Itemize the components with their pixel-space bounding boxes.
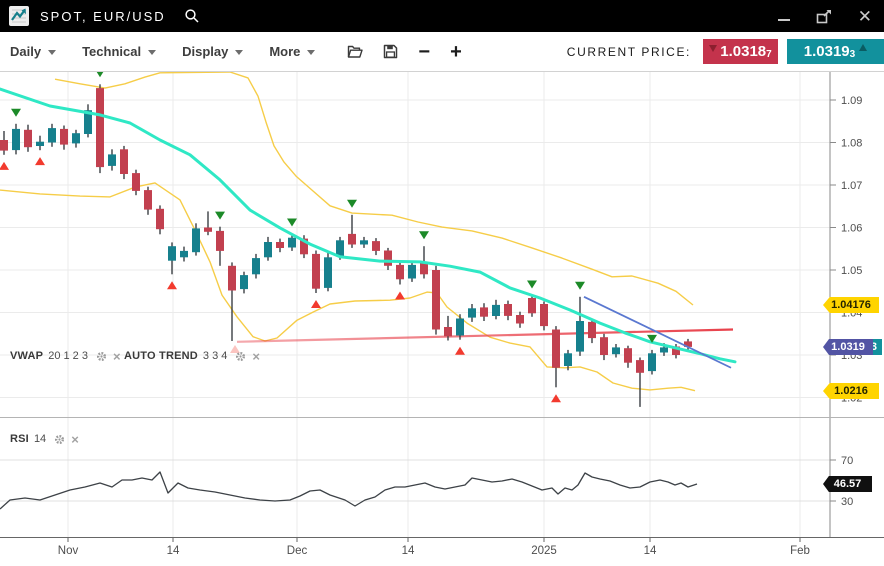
chevron-down-icon bbox=[48, 50, 57, 55]
ask-price-value: 1.0319 bbox=[803, 43, 850, 60]
svg-text:1.09: 1.09 bbox=[841, 95, 862, 107]
menu-more-label: More bbox=[269, 44, 301, 59]
menu-technical-label: Technical bbox=[82, 44, 142, 59]
ask-price-button[interactable]: 1.0319 3 bbox=[787, 39, 884, 64]
indicator-vwap-name: VWAP bbox=[10, 350, 44, 362]
ask-price-frac: 3 bbox=[849, 48, 856, 60]
svg-text:14: 14 bbox=[644, 545, 657, 557]
gear-icon[interactable] bbox=[235, 351, 246, 362]
chevron-down-icon bbox=[235, 50, 244, 55]
minimize-icon[interactable] bbox=[777, 6, 790, 26]
band-upper-value-badge: 1.04176 bbox=[823, 297, 879, 313]
last-price-axis-badge: 1.0319 bbox=[823, 339, 873, 355]
toolbar-icons: − + bbox=[347, 40, 462, 63]
x-axis: Nov 14 Dec 14 2025 14 Feb bbox=[58, 537, 810, 557]
close-icon[interactable]: ✕ bbox=[857, 6, 872, 26]
chart-app-icon bbox=[9, 6, 29, 26]
window-title: SPOT, EUR/USD bbox=[40, 8, 166, 24]
indicator-vwap: VWAP 20 1 2 3 × bbox=[10, 348, 121, 364]
svg-text:14: 14 bbox=[167, 545, 180, 557]
svg-text:1.08: 1.08 bbox=[841, 138, 862, 150]
indicator-rsi: RSI 14 × bbox=[10, 431, 79, 447]
rsi-line bbox=[0, 471, 698, 510]
bid-price-frac: 7 bbox=[766, 48, 772, 60]
price-down-arrow-icon bbox=[709, 45, 718, 52]
svg-text:1.06: 1.06 bbox=[841, 223, 862, 235]
vwap-line bbox=[0, 87, 737, 364]
indicator-autotrend: AUTO TREND 3 3 4 × bbox=[124, 348, 260, 364]
title-bar: SPOT, EUR/USD ✕ bbox=[0, 0, 884, 32]
remove-indicator-icon[interactable]: × bbox=[71, 431, 79, 447]
remove-indicator-icon[interactable]: × bbox=[112, 348, 121, 364]
bollinger-bands bbox=[0, 72, 696, 392]
signal-markers bbox=[0, 72, 657, 403]
svg-text:Feb: Feb bbox=[790, 545, 810, 557]
svg-text:30: 30 bbox=[841, 496, 853, 508]
menu-timeframe-label: Daily bbox=[10, 44, 42, 59]
rsi-gridlines bbox=[0, 459, 830, 502]
search-icon[interactable] bbox=[184, 8, 200, 24]
svg-text:1.07: 1.07 bbox=[841, 180, 862, 192]
save-icon[interactable] bbox=[383, 44, 398, 59]
band-lower-value-badge: 1.0216 bbox=[823, 383, 879, 399]
price-up-arrow-icon bbox=[859, 44, 868, 51]
open-folder-icon[interactable] bbox=[347, 45, 364, 59]
current-price-area: CURRENT PRICE: 1.0318 7 1.0319 3 bbox=[567, 32, 884, 71]
chevron-down-icon bbox=[307, 50, 316, 55]
menu-technical[interactable]: Technical bbox=[82, 44, 157, 59]
menu-display-label: Display bbox=[182, 44, 229, 59]
indicator-rsi-params: 14 bbox=[33, 433, 47, 445]
svg-text:Dec: Dec bbox=[287, 545, 308, 557]
indicator-autotrend-name: AUTO TREND bbox=[124, 350, 198, 362]
rsi-value-badge: 46.57 bbox=[823, 476, 872, 492]
menu-timeframe[interactable]: Daily bbox=[10, 44, 57, 59]
current-price-label: CURRENT PRICE: bbox=[566, 44, 691, 59]
gear-icon[interactable] bbox=[96, 351, 107, 362]
toolbar: Daily Technical Display More bbox=[0, 32, 884, 72]
chevron-down-icon bbox=[148, 50, 157, 55]
menu-more[interactable]: More bbox=[269, 44, 316, 59]
menu-display[interactable]: Display bbox=[182, 44, 244, 59]
window-controls: ✕ bbox=[777, 6, 872, 26]
resistance-trendline bbox=[583, 295, 732, 369]
rsi-axis: 70 30 bbox=[830, 455, 853, 508]
support-trendline bbox=[236, 328, 734, 343]
gear-icon[interactable] bbox=[54, 434, 65, 445]
indicator-vwap-params: 20 1 2 3 bbox=[48, 350, 88, 362]
zoom-out-button[interactable]: − bbox=[418, 40, 431, 63]
svg-text:Nov: Nov bbox=[58, 545, 79, 557]
indicator-autotrend-params: 3 3 4 bbox=[202, 350, 228, 362]
bid-price-button[interactable]: 1.0318 7 bbox=[703, 39, 778, 64]
remove-indicator-icon[interactable]: × bbox=[252, 348, 260, 364]
svg-text:14: 14 bbox=[402, 545, 415, 557]
indicator-rsi-name: RSI bbox=[10, 433, 29, 445]
svg-text:1.05: 1.05 bbox=[841, 265, 862, 277]
svg-text:2025: 2025 bbox=[531, 545, 557, 557]
zoom-in-button[interactable]: + bbox=[450, 40, 462, 63]
bid-price-value: 1.0318 bbox=[720, 43, 767, 60]
panel-frame bbox=[0, 72, 884, 538]
popout-icon[interactable] bbox=[816, 6, 832, 26]
y-axis: 1.091.081.071.061.051.041.031.02 bbox=[830, 95, 862, 405]
svg-text:70: 70 bbox=[841, 455, 853, 467]
